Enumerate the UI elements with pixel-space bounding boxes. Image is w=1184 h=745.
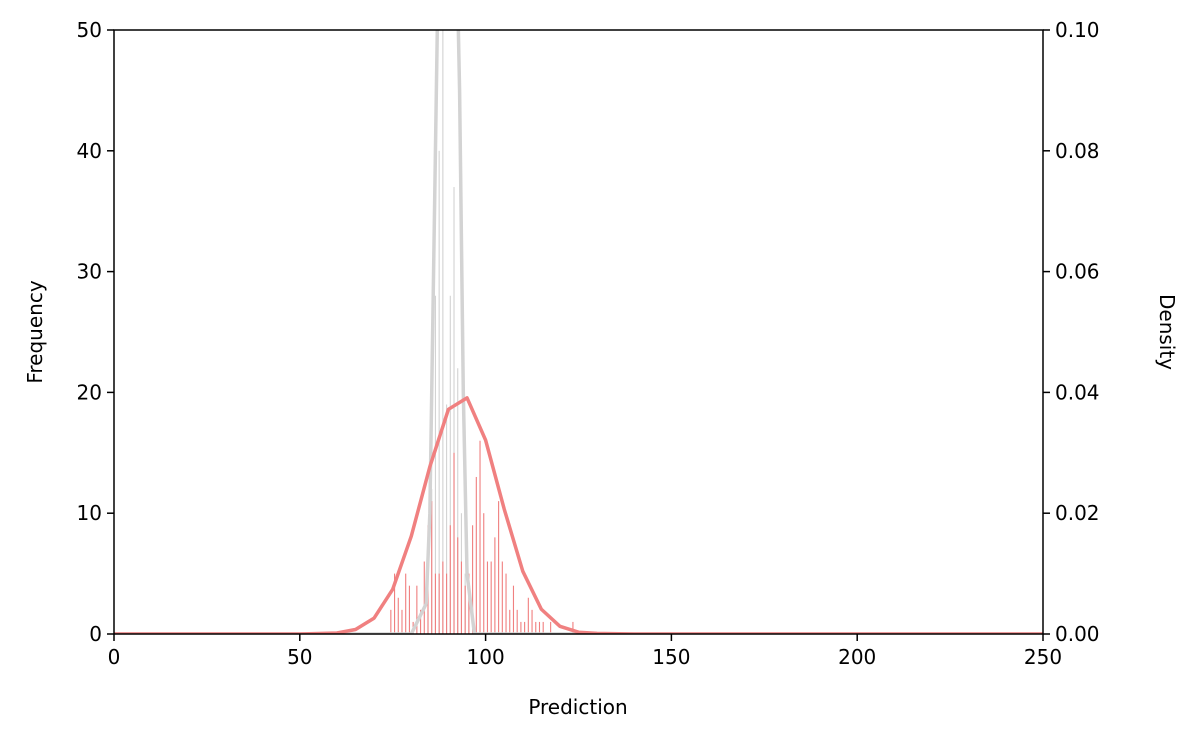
x-tick-label: 250 — [1024, 645, 1062, 669]
plot-area — [114, 30, 1043, 634]
histogram-bar — [501, 561, 503, 634]
histogram-bar — [442, 30, 444, 634]
histogram-bar — [457, 537, 459, 634]
histogram-bar — [524, 621, 526, 634]
histogram-bar — [420, 609, 422, 634]
histogram-bar — [468, 573, 470, 634]
y2-tick-label: 0.08 — [1055, 139, 1100, 163]
histogram-bar — [475, 476, 477, 634]
histogram-bar — [538, 621, 541, 634]
histogram-bar — [472, 525, 474, 634]
histogram-bar — [405, 573, 407, 634]
histogram-bar — [550, 621, 552, 634]
histogram-bar — [434, 295, 436, 634]
y-axis-label: Frequency — [23, 280, 47, 383]
density-line — [114, 30, 1043, 634]
histogram-bar — [479, 440, 481, 634]
histogram-bar — [512, 585, 515, 634]
histogram-bar — [423, 561, 425, 634]
histogram-bar — [390, 609, 392, 634]
histogram-bar — [416, 585, 418, 634]
histogram-bar — [520, 621, 522, 634]
histogram-bar — [453, 187, 455, 634]
histogram-bar — [449, 525, 451, 634]
histogram-bar — [438, 573, 440, 634]
histogram-bar — [460, 561, 463, 634]
histogram-bar — [449, 295, 451, 634]
histogram-bar — [453, 452, 455, 634]
y-tick-label: 10 — [77, 501, 102, 525]
histogram-bar — [457, 368, 459, 634]
x-axis-label: Prediction — [528, 695, 627, 719]
x-tick-label: 100 — [467, 645, 505, 669]
histogram-bar — [401, 609, 403, 634]
histogram-bar — [434, 573, 436, 634]
histogram-bar — [483, 513, 485, 634]
histogram-bar — [509, 609, 511, 634]
y-tick-label: 40 — [77, 139, 102, 163]
x-tick-label: 200 — [838, 645, 876, 669]
histogram-bar — [446, 404, 448, 634]
histogram-bar — [446, 573, 448, 634]
y2-tick-label: 0.10 — [1055, 18, 1100, 42]
y2-tick-label: 0.04 — [1055, 380, 1100, 404]
y-tick-label: 0 — [89, 622, 102, 646]
histogram-bar — [535, 621, 537, 634]
histogram-bar — [572, 621, 574, 634]
histogram-bar — [516, 609, 518, 634]
histogram-bar — [431, 501, 433, 634]
histogram-bar — [490, 561, 492, 634]
histogram-bar — [397, 597, 399, 634]
density-line — [114, 396, 1043, 634]
y2-tick-label: 0.06 — [1055, 260, 1100, 284]
histogram-bar — [394, 573, 396, 634]
histogram-bar — [527, 597, 529, 634]
histogram-bar — [438, 150, 440, 634]
y2-tick-label: 0.02 — [1055, 501, 1100, 525]
histogram-bar — [542, 621, 544, 634]
histogram-bar — [464, 585, 466, 634]
histogram-bar — [498, 501, 500, 634]
y2-tick-label: 0.00 — [1055, 622, 1100, 646]
histogram-bar — [408, 585, 410, 634]
axes-frame — [113, 29, 1044, 635]
histogram-bar — [486, 561, 489, 634]
x-tick-label: 150 — [652, 645, 690, 669]
histogram-bar — [494, 537, 496, 634]
histogram-bar — [505, 573, 507, 634]
x-tick-label: 50 — [287, 645, 312, 669]
x-tick-label: 0 — [108, 645, 121, 669]
y-tick-label: 50 — [77, 18, 102, 42]
y2-axis-label: Density — [1155, 294, 1179, 370]
y-tick-label: 30 — [77, 260, 102, 284]
y-tick-label: 20 — [77, 380, 102, 404]
histogram-bar — [442, 561, 444, 634]
histogram-bar — [531, 609, 533, 634]
